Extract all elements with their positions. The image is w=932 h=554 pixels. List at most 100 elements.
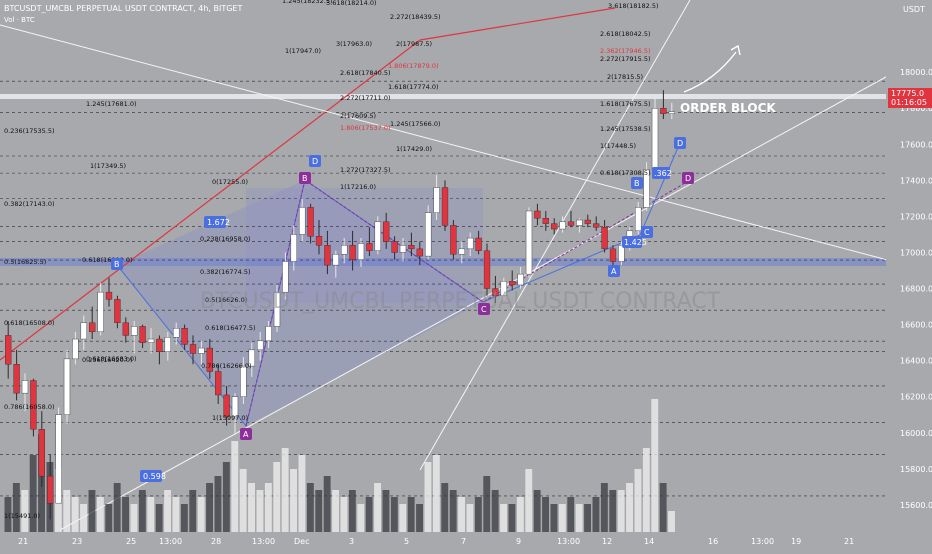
- candle-body[interactable]: [206, 347, 213, 372]
- candle-body[interactable]: [21, 380, 29, 394]
- candle-body[interactable]: [601, 227, 608, 250]
- trendline-red-upper: [419, 7, 616, 41]
- candle-body[interactable]: [248, 349, 255, 367]
- candle-body[interactable]: [618, 245, 625, 262]
- candle-body[interactable]: [215, 371, 222, 396]
- volume-bar: [138, 490, 146, 532]
- candle-body[interactable]: [433, 187, 440, 213]
- candle-body[interactable]: [357, 243, 365, 260]
- candle-body[interactable]: [475, 237, 482, 251]
- candle-body[interactable]: [80, 322, 87, 340]
- candle-body[interactable]: [97, 291, 104, 333]
- current-price-tag[interactable]: [888, 88, 932, 108]
- candle-body[interactable]: [383, 221, 390, 242]
- candle-body[interactable]: [559, 221, 566, 230]
- candle-body[interactable]: [567, 221, 575, 226]
- candle-body[interactable]: [332, 254, 339, 266]
- candle-body[interactable]: [416, 248, 423, 257]
- candle-body[interactable]: [509, 281, 516, 286]
- candle-body[interactable]: [668, 111, 675, 114]
- candle-body[interactable]: [114, 299, 121, 324]
- candle-body[interactable]: [542, 218, 549, 224]
- time-axis-panel[interactable]: [0, 532, 886, 550]
- candle-body[interactable]: [635, 207, 642, 232]
- candle-body[interactable]: [47, 475, 54, 504]
- candle-body[interactable]: [551, 223, 558, 230]
- price-tick-label: 16200.0: [900, 393, 932, 402]
- volume-bar: [332, 490, 339, 532]
- candle-body[interactable]: [131, 326, 138, 336]
- candle-body[interactable]: [240, 365, 247, 397]
- label-b2-box: [111, 258, 123, 270]
- time-tick-label: 21: [18, 537, 28, 546]
- candle-body[interactable]: [72, 338, 79, 360]
- volume-bar: [533, 490, 541, 532]
- candle-body[interactable]: [315, 236, 323, 246]
- candle-body[interactable]: [282, 261, 289, 293]
- candle-body[interactable]: [265, 326, 272, 342]
- candle-body[interactable]: [399, 245, 407, 253]
- candle-body[interactable]: [576, 219, 583, 226]
- candle-body[interactable]: [366, 243, 373, 251]
- fib-label: 1.806(17879.0): [388, 62, 439, 70]
- candle-body[interactable]: [349, 245, 356, 260]
- candle-body[interactable]: [89, 322, 96, 333]
- price-axis-panel[interactable]: [886, 0, 932, 532]
- candle-body[interactable]: [164, 337, 171, 352]
- candle-body[interactable]: [223, 394, 230, 417]
- volume-bar: [567, 497, 575, 532]
- candle-body[interactable]: [534, 210, 541, 219]
- candlesticks[interactable]: [5, 90, 675, 520]
- candle-body[interactable]: [593, 223, 600, 228]
- candle-body[interactable]: [441, 187, 449, 226]
- candle-body[interactable]: [374, 221, 381, 251]
- candle-body[interactable]: [324, 245, 331, 266]
- candle-body[interactable]: [660, 108, 667, 114]
- candle-body[interactable]: [139, 326, 146, 343]
- candle-body[interactable]: [609, 248, 617, 262]
- candle-body[interactable]: [391, 241, 398, 253]
- candle-body[interactable]: [450, 225, 457, 255]
- candle-body[interactable]: [290, 234, 297, 262]
- candle-body[interactable]: [517, 273, 524, 286]
- candle-body[interactable]: [231, 396, 239, 417]
- candle-body[interactable]: [181, 328, 188, 345]
- currency-label: USDT: [903, 5, 925, 14]
- candle-body[interactable]: [173, 328, 180, 338]
- candle-body[interactable]: [643, 169, 650, 208]
- candle-body[interactable]: [38, 429, 45, 477]
- candle-body[interactable]: [63, 358, 71, 415]
- candle-body[interactable]: [299, 207, 306, 235]
- candle-body[interactable]: [55, 414, 62, 504]
- candle-body[interactable]: [122, 322, 129, 336]
- candle-body[interactable]: [147, 338, 155, 343]
- candle-body[interactable]: [13, 364, 20, 394]
- candle-body[interactable]: [408, 245, 415, 250]
- candle-body[interactable]: [492, 288, 499, 296]
- candle-body[interactable]: [458, 248, 465, 255]
- candle-body[interactable]: [257, 340, 264, 351]
- candle-body[interactable]: [525, 210, 533, 275]
- volume-bar: [256, 490, 264, 532]
- candle-body[interactable]: [500, 281, 507, 296]
- candle-body[interactable]: [156, 338, 163, 352]
- symbol-info[interactable]: BTCUSDT_UMCBL PERPETUAL USDT CONTRACT, 4…: [4, 4, 243, 13]
- candle-body[interactable]: [30, 380, 37, 430]
- candle-body[interactable]: [467, 237, 474, 250]
- candle-body[interactable]: [483, 250, 491, 289]
- volume-info[interactable]: Vol · BTC: [4, 16, 35, 24]
- candle-body[interactable]: [307, 207, 314, 237]
- candle-body[interactable]: [425, 212, 432, 257]
- candle-body[interactable]: [105, 291, 113, 300]
- candle-body[interactable]: [584, 219, 591, 224]
- volume-bar: [4, 497, 12, 532]
- candle-body[interactable]: [651, 108, 659, 170]
- candle-body[interactable]: [189, 344, 197, 354]
- candle-body[interactable]: [273, 291, 281, 327]
- candle-body[interactable]: [198, 347, 205, 354]
- price-axis-ticks: 18000.0 17800.0 17600.0 17400.0 17200.0 17000…: [900, 68, 932, 510]
- candle-body[interactable]: [341, 245, 348, 255]
- candle-body[interactable]: [5, 335, 12, 365]
